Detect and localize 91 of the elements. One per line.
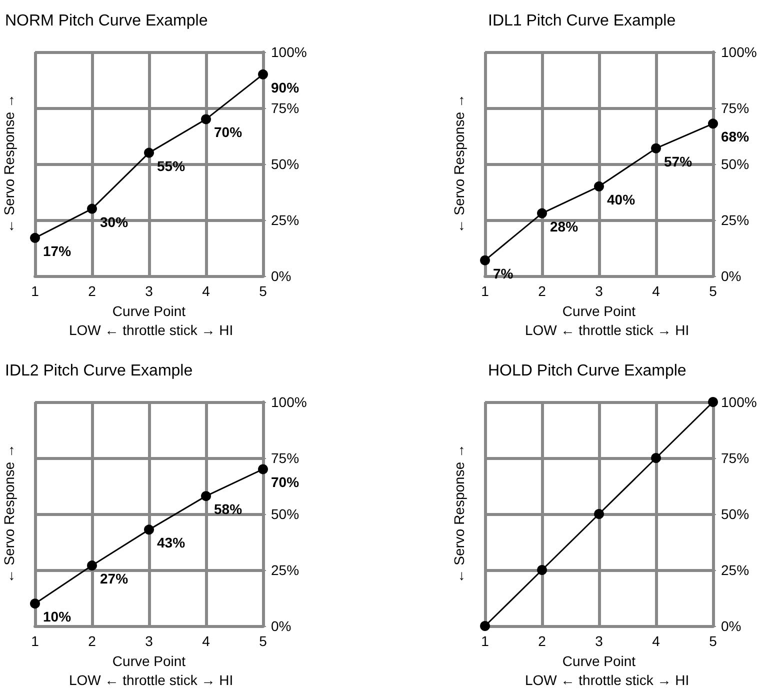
x-tick-label: 2: [538, 633, 546, 649]
y-tick-label: 100%: [721, 44, 757, 60]
y-tick-label: 50%: [271, 506, 300, 522]
y-axis-title: ← Servo Response →: [1, 444, 17, 584]
data-label: 30%: [100, 214, 129, 230]
text: LOW ← throttle stick → HI: [525, 322, 690, 338]
y-tick-label: 25%: [271, 562, 300, 578]
x-tick-label: 3: [595, 633, 604, 649]
x-tick-label: 1: [31, 633, 40, 649]
point: [537, 565, 547, 575]
data-label: 27%: [100, 570, 129, 587]
x-tick-label: 1: [481, 633, 490, 649]
y-tick-label: 75%: [271, 450, 300, 466]
point: [708, 397, 718, 407]
x-tick-label: 5: [259, 633, 268, 649]
y-tick-label: 0%: [271, 618, 292, 634]
x-tick-label: 4: [652, 283, 660, 299]
y-tick-label: 100%: [721, 394, 757, 410]
y-axis-title: ← Servo Response →: [451, 444, 467, 584]
point: [30, 598, 40, 609]
point: [480, 255, 490, 266]
point: [30, 232, 40, 243]
y-tick-label: 50%: [721, 506, 750, 522]
x-tick-label: 1: [31, 283, 40, 299]
data-label: 70%: [271, 474, 300, 490]
point: [87, 560, 97, 571]
data-label: 28%: [550, 218, 579, 234]
x-tick-label: 2: [538, 283, 546, 299]
data-label: 10%: [43, 608, 72, 625]
y-tick-label: 50%: [271, 156, 300, 172]
text: LOW ← throttle stick → HI: [69, 672, 234, 688]
data-label: 70%: [214, 124, 243, 140]
chart-title: HOLD Pitch Curve Example: [488, 362, 686, 380]
chart-title: IDL2 Pitch Curve Example: [5, 362, 193, 380]
point: [480, 621, 490, 631]
point: [594, 509, 604, 519]
y-tick-label: 50%: [721, 156, 750, 172]
point: [594, 181, 604, 192]
x-tick-label: 4: [652, 633, 660, 649]
data-label: 40%: [607, 191, 636, 208]
x-tick-label: 2: [88, 283, 96, 299]
y-tick-label: 25%: [721, 212, 750, 228]
point: [258, 464, 268, 474]
x-tick-label: 5: [259, 283, 268, 299]
y-tick-label: 75%: [721, 100, 750, 116]
point: [258, 69, 268, 80]
chart-title: IDL1 Pitch Curve Example: [488, 12, 676, 30]
point: [537, 208, 547, 218]
data-label: 68%: [721, 128, 750, 145]
point: [201, 491, 211, 502]
text: LOW ← throttle stick → HI: [525, 672, 690, 688]
y-axis-title: ← Servo Response →: [1, 94, 17, 234]
text: LOW ← throttle stick → HI: [69, 322, 234, 338]
x-tick-label: 3: [145, 633, 154, 649]
data-label: 55%: [157, 158, 186, 174]
point: [144, 148, 154, 158]
data-label: 57%: [664, 153, 693, 170]
point: [144, 524, 154, 535]
chart-title: NORM Pitch Curve Example: [5, 12, 208, 30]
x-tick-label: 1: [481, 283, 490, 299]
x-tick-label: 5: [709, 633, 718, 649]
x-axis-title: Curve Point: [112, 303, 186, 319]
y-tick-label: 75%: [721, 450, 750, 466]
point: [651, 453, 661, 463]
x-tick-label: 5: [709, 283, 718, 299]
point: [201, 114, 211, 124]
data-label: 7%: [493, 265, 514, 282]
x-tick-label: 4: [202, 283, 210, 299]
data-label: 43%: [157, 534, 186, 551]
x-tick-label: 4: [202, 633, 210, 649]
x-axis-title: Curve Point: [112, 653, 186, 669]
data-label: 90%: [271, 79, 300, 96]
y-tick-label: 25%: [721, 562, 750, 578]
y-tick-label: 100%: [271, 44, 307, 60]
x-tick-label: 2: [88, 633, 96, 649]
y-tick-label: 25%: [271, 212, 300, 228]
x-axis-title: Curve Point: [562, 303, 636, 319]
x-axis-title: Curve Point: [562, 653, 636, 669]
point: [87, 204, 97, 214]
y-axis-title: ← Servo Response →: [451, 94, 467, 234]
y-tick-label: 0%: [721, 618, 742, 634]
data-label: 58%: [214, 501, 243, 518]
point: [651, 143, 661, 154]
y-tick-label: 75%: [271, 100, 300, 116]
point: [708, 118, 718, 129]
y-tick-label: 0%: [721, 268, 742, 284]
data-label: 17%: [43, 242, 72, 259]
x-tick-label: 3: [595, 283, 604, 299]
y-tick-label: 100%: [271, 394, 307, 410]
y-tick-label: 0%: [271, 268, 292, 284]
x-tick-label: 3: [145, 283, 154, 299]
